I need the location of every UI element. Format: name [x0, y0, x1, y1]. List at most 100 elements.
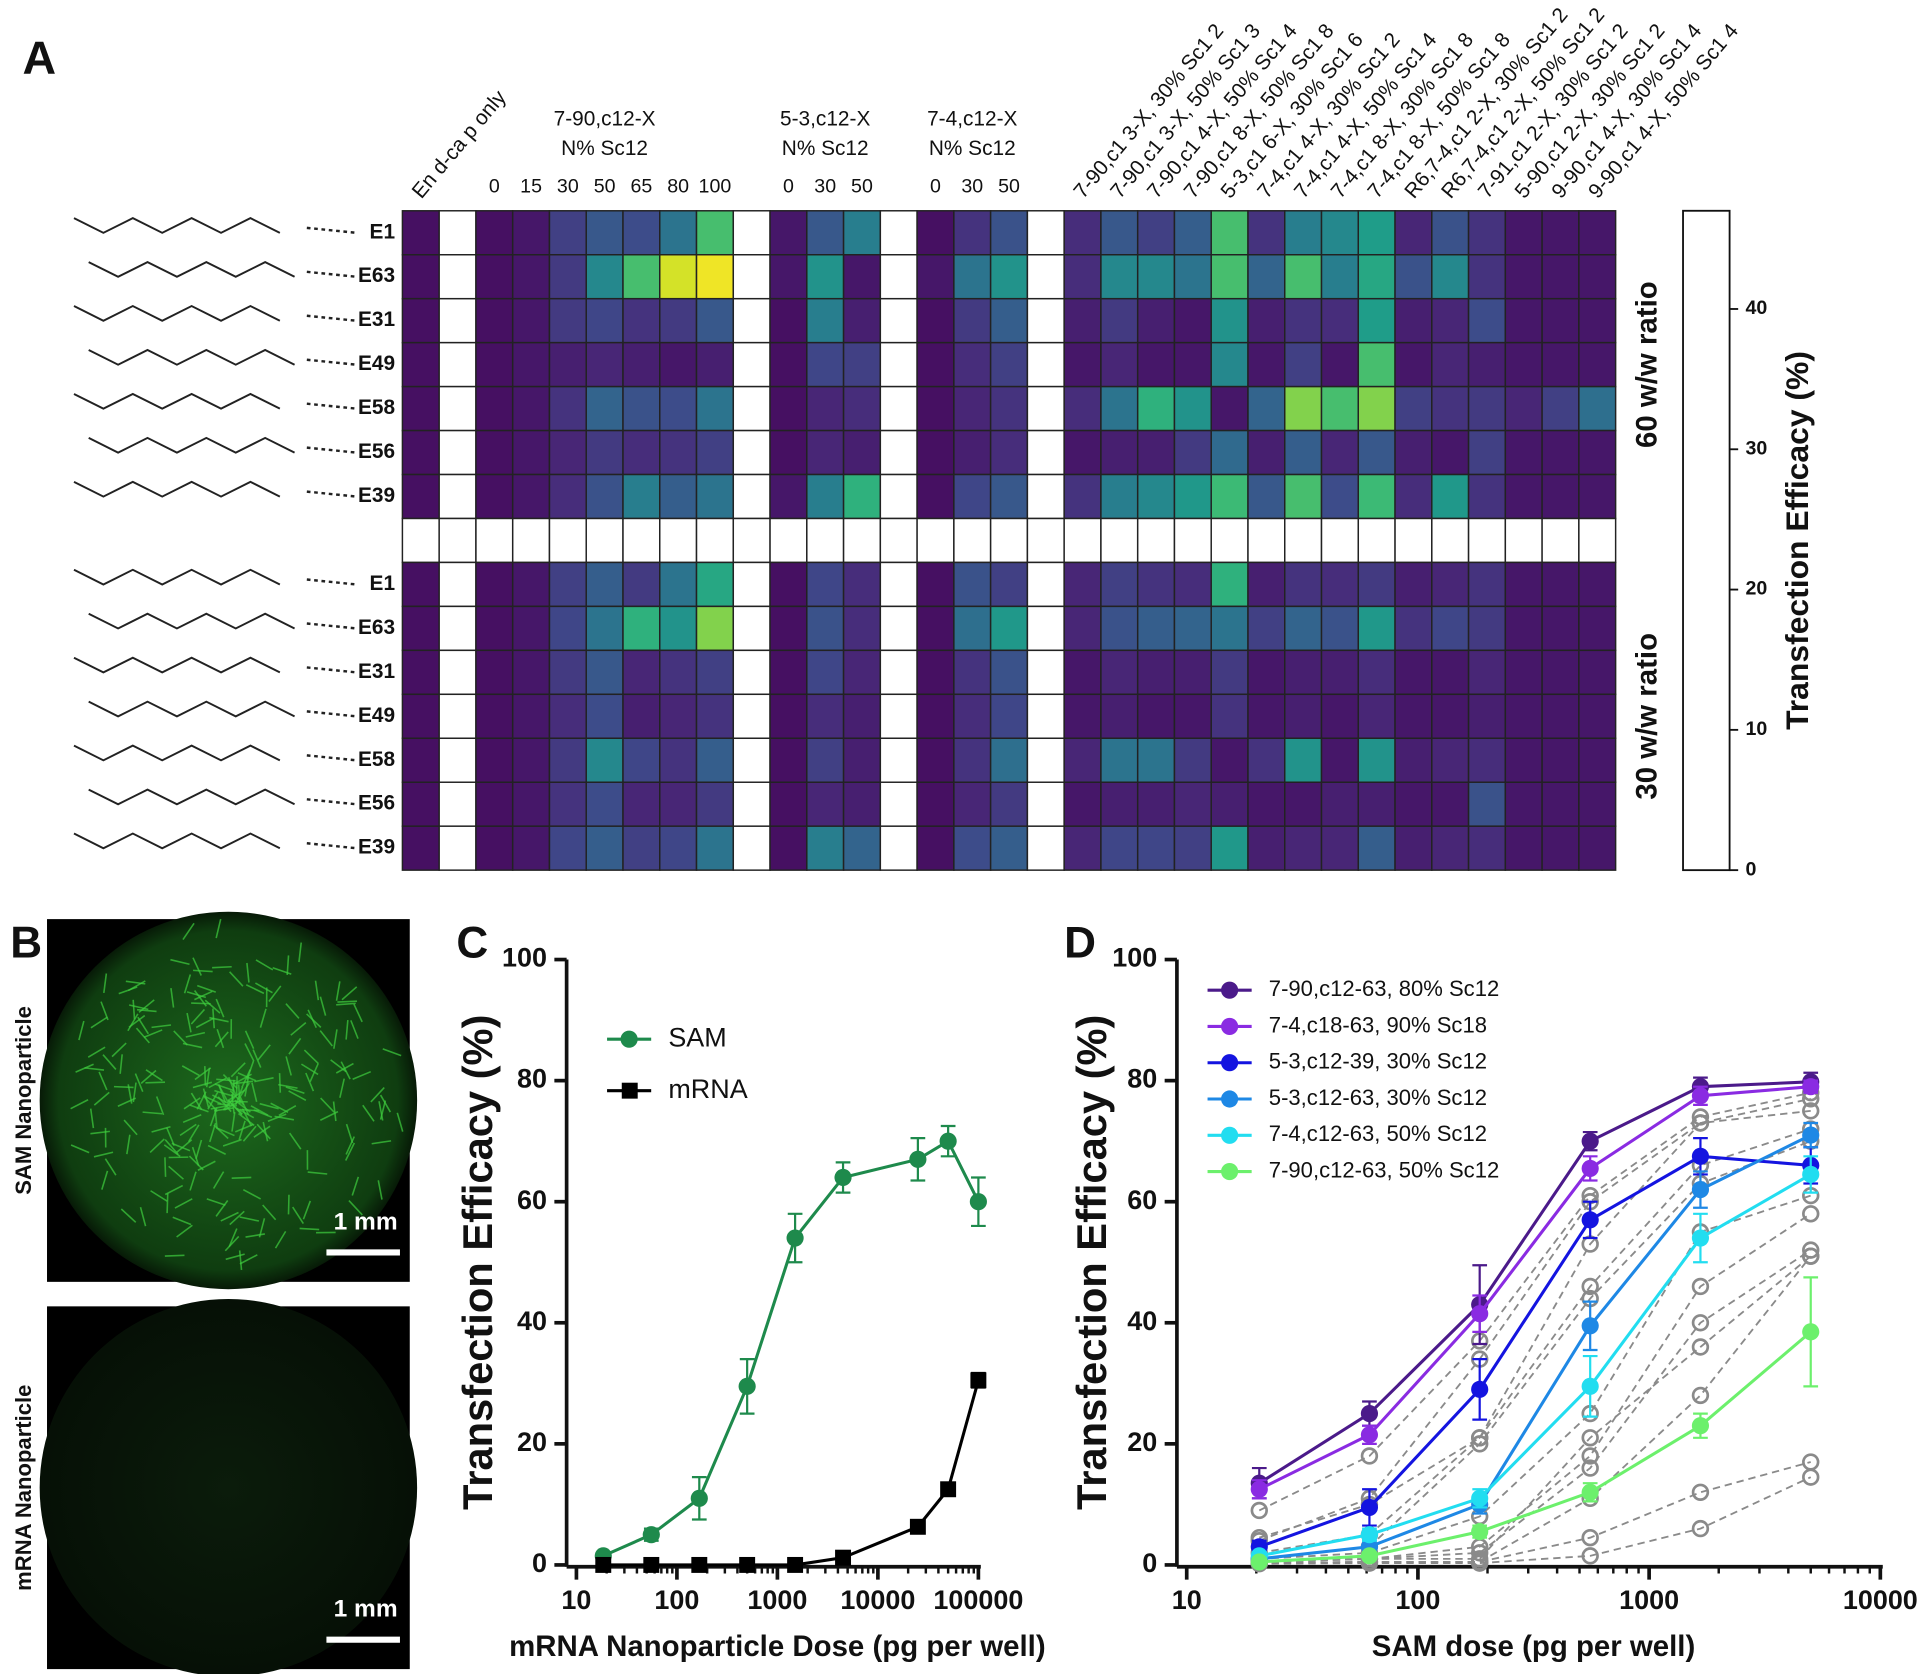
heat-cell: [1578, 561, 1617, 608]
colorbar-tick-label: 30: [1746, 437, 1768, 459]
heat-cell: [769, 341, 808, 388]
heat-cell: [511, 473, 551, 520]
heat-cell: [1247, 385, 1286, 432]
series-line: [1259, 1476, 1812, 1565]
heat-cell: [659, 254, 698, 300]
heat-cell: [585, 605, 624, 652]
data-point: [1802, 1078, 1820, 1096]
heat-cell: [1100, 605, 1139, 652]
spacer-cell: [1541, 517, 1580, 564]
cell-fiber: [351, 1176, 360, 1196]
heat-cell: [1063, 210, 1102, 256]
heat-cell: [1063, 693, 1102, 740]
cell-fiber: [244, 1030, 255, 1049]
heat-cell: [1100, 429, 1139, 476]
data-point: [1470, 1435, 1489, 1453]
x-tick-label: 1000: [747, 1585, 807, 1615]
spacer-cell: [1467, 517, 1507, 564]
heat-cell: [842, 429, 882, 476]
cell-fiber: [111, 1042, 127, 1058]
cell-fiber: [250, 1105, 269, 1116]
cell-fiber: [237, 1084, 241, 1105]
heat-cell: [916, 473, 955, 520]
column-label: 0: [930, 176, 941, 198]
bond-leader: [306, 578, 356, 586]
cell-fiber: [75, 1063, 94, 1073]
cell-fiber: [259, 1008, 267, 1028]
image-caption: mRNA Nanoparticle: [11, 1385, 36, 1591]
heat-cell: [1100, 385, 1139, 432]
spacer-cell: [1284, 517, 1323, 564]
heat-cell: [1467, 605, 1507, 652]
spacer-cell: [511, 517, 551, 564]
spacer-cell: [438, 561, 477, 608]
spacer-cell: [438, 649, 477, 696]
cell-fiber: [174, 1198, 193, 1209]
heat-cell: [1063, 385, 1102, 432]
heat-cell: [953, 210, 992, 256]
heat-cell: [585, 693, 624, 740]
heat-cell: [769, 649, 808, 696]
heat-cell: [1394, 693, 1433, 740]
data-point: [1471, 1305, 1489, 1323]
cell-fiber: [228, 1228, 238, 1247]
heat-cell: [1210, 210, 1249, 256]
group-title: 7-90,c12-X: [554, 108, 656, 131]
cell-fiber: [189, 1171, 197, 1191]
heat-cell: [1320, 561, 1360, 608]
cell-fiber: [235, 1076, 238, 1096]
heat-cell: [1173, 385, 1212, 432]
cell-fiber: [337, 1000, 358, 1003]
y-tick-label: 100: [502, 943, 547, 973]
heat-cell: [695, 297, 735, 344]
cell-fiber: [228, 1100, 248, 1103]
group-title: 7-4,c12-X: [927, 108, 1017, 131]
heat-cell: [585, 649, 624, 696]
structure-sketch: [73, 744, 281, 762]
data-point: [1691, 1338, 1710, 1356]
spacer-cell: [732, 210, 771, 256]
spacer-cell: [438, 517, 477, 564]
cell-fiber: [164, 1254, 185, 1257]
heat-cell: [585, 781, 624, 827]
heat-cell: [1467, 341, 1507, 388]
colorbar-label: Transfection Efficacy (%): [1779, 351, 1815, 730]
heat-cell: [1431, 429, 1470, 476]
heat-cell: [548, 605, 587, 652]
heat-cell: [953, 649, 992, 696]
heat-cell: [695, 737, 735, 783]
data-point: [643, 1556, 660, 1573]
group-title: N% Sc12: [929, 137, 1016, 160]
heat-cell: [769, 605, 808, 652]
series-line: [1259, 1249, 1812, 1563]
series-line: [1259, 1133, 1812, 1561]
cell-fiber: [183, 974, 192, 994]
cell-fiber: [204, 999, 221, 1014]
spacer-cell: [1431, 517, 1470, 564]
colorbar-tick-label: 10: [1746, 718, 1768, 740]
heat-cell: [1578, 473, 1617, 520]
cell-fiber: [259, 1102, 279, 1110]
heat-cell: [1578, 254, 1617, 300]
heat-cell: [916, 605, 955, 652]
cell-fiber: [254, 1077, 274, 1083]
cell-fiber: [336, 1002, 356, 1006]
column-label: 15: [520, 176, 542, 198]
cell-fiber: [126, 1134, 131, 1155]
cell-fiber: [191, 1002, 211, 1005]
cell-fiber: [255, 959, 274, 971]
heat-cell: [1284, 429, 1323, 476]
heat-cell: [1394, 297, 1433, 344]
spacer-cell: [879, 649, 918, 696]
heat-cell: [1136, 649, 1176, 696]
y-tick-label: 80: [1127, 1064, 1157, 1094]
heat-cell: [1578, 605, 1617, 652]
spacer-cell: [879, 385, 918, 432]
heat-cell: [1467, 825, 1507, 871]
heat-cell: [1136, 605, 1176, 652]
heat-cell: [1357, 341, 1396, 388]
heat-cell: [806, 429, 845, 476]
heat-cell: [1541, 781, 1580, 827]
heat-cell: [1063, 341, 1102, 388]
heat-cell: [1210, 341, 1249, 388]
